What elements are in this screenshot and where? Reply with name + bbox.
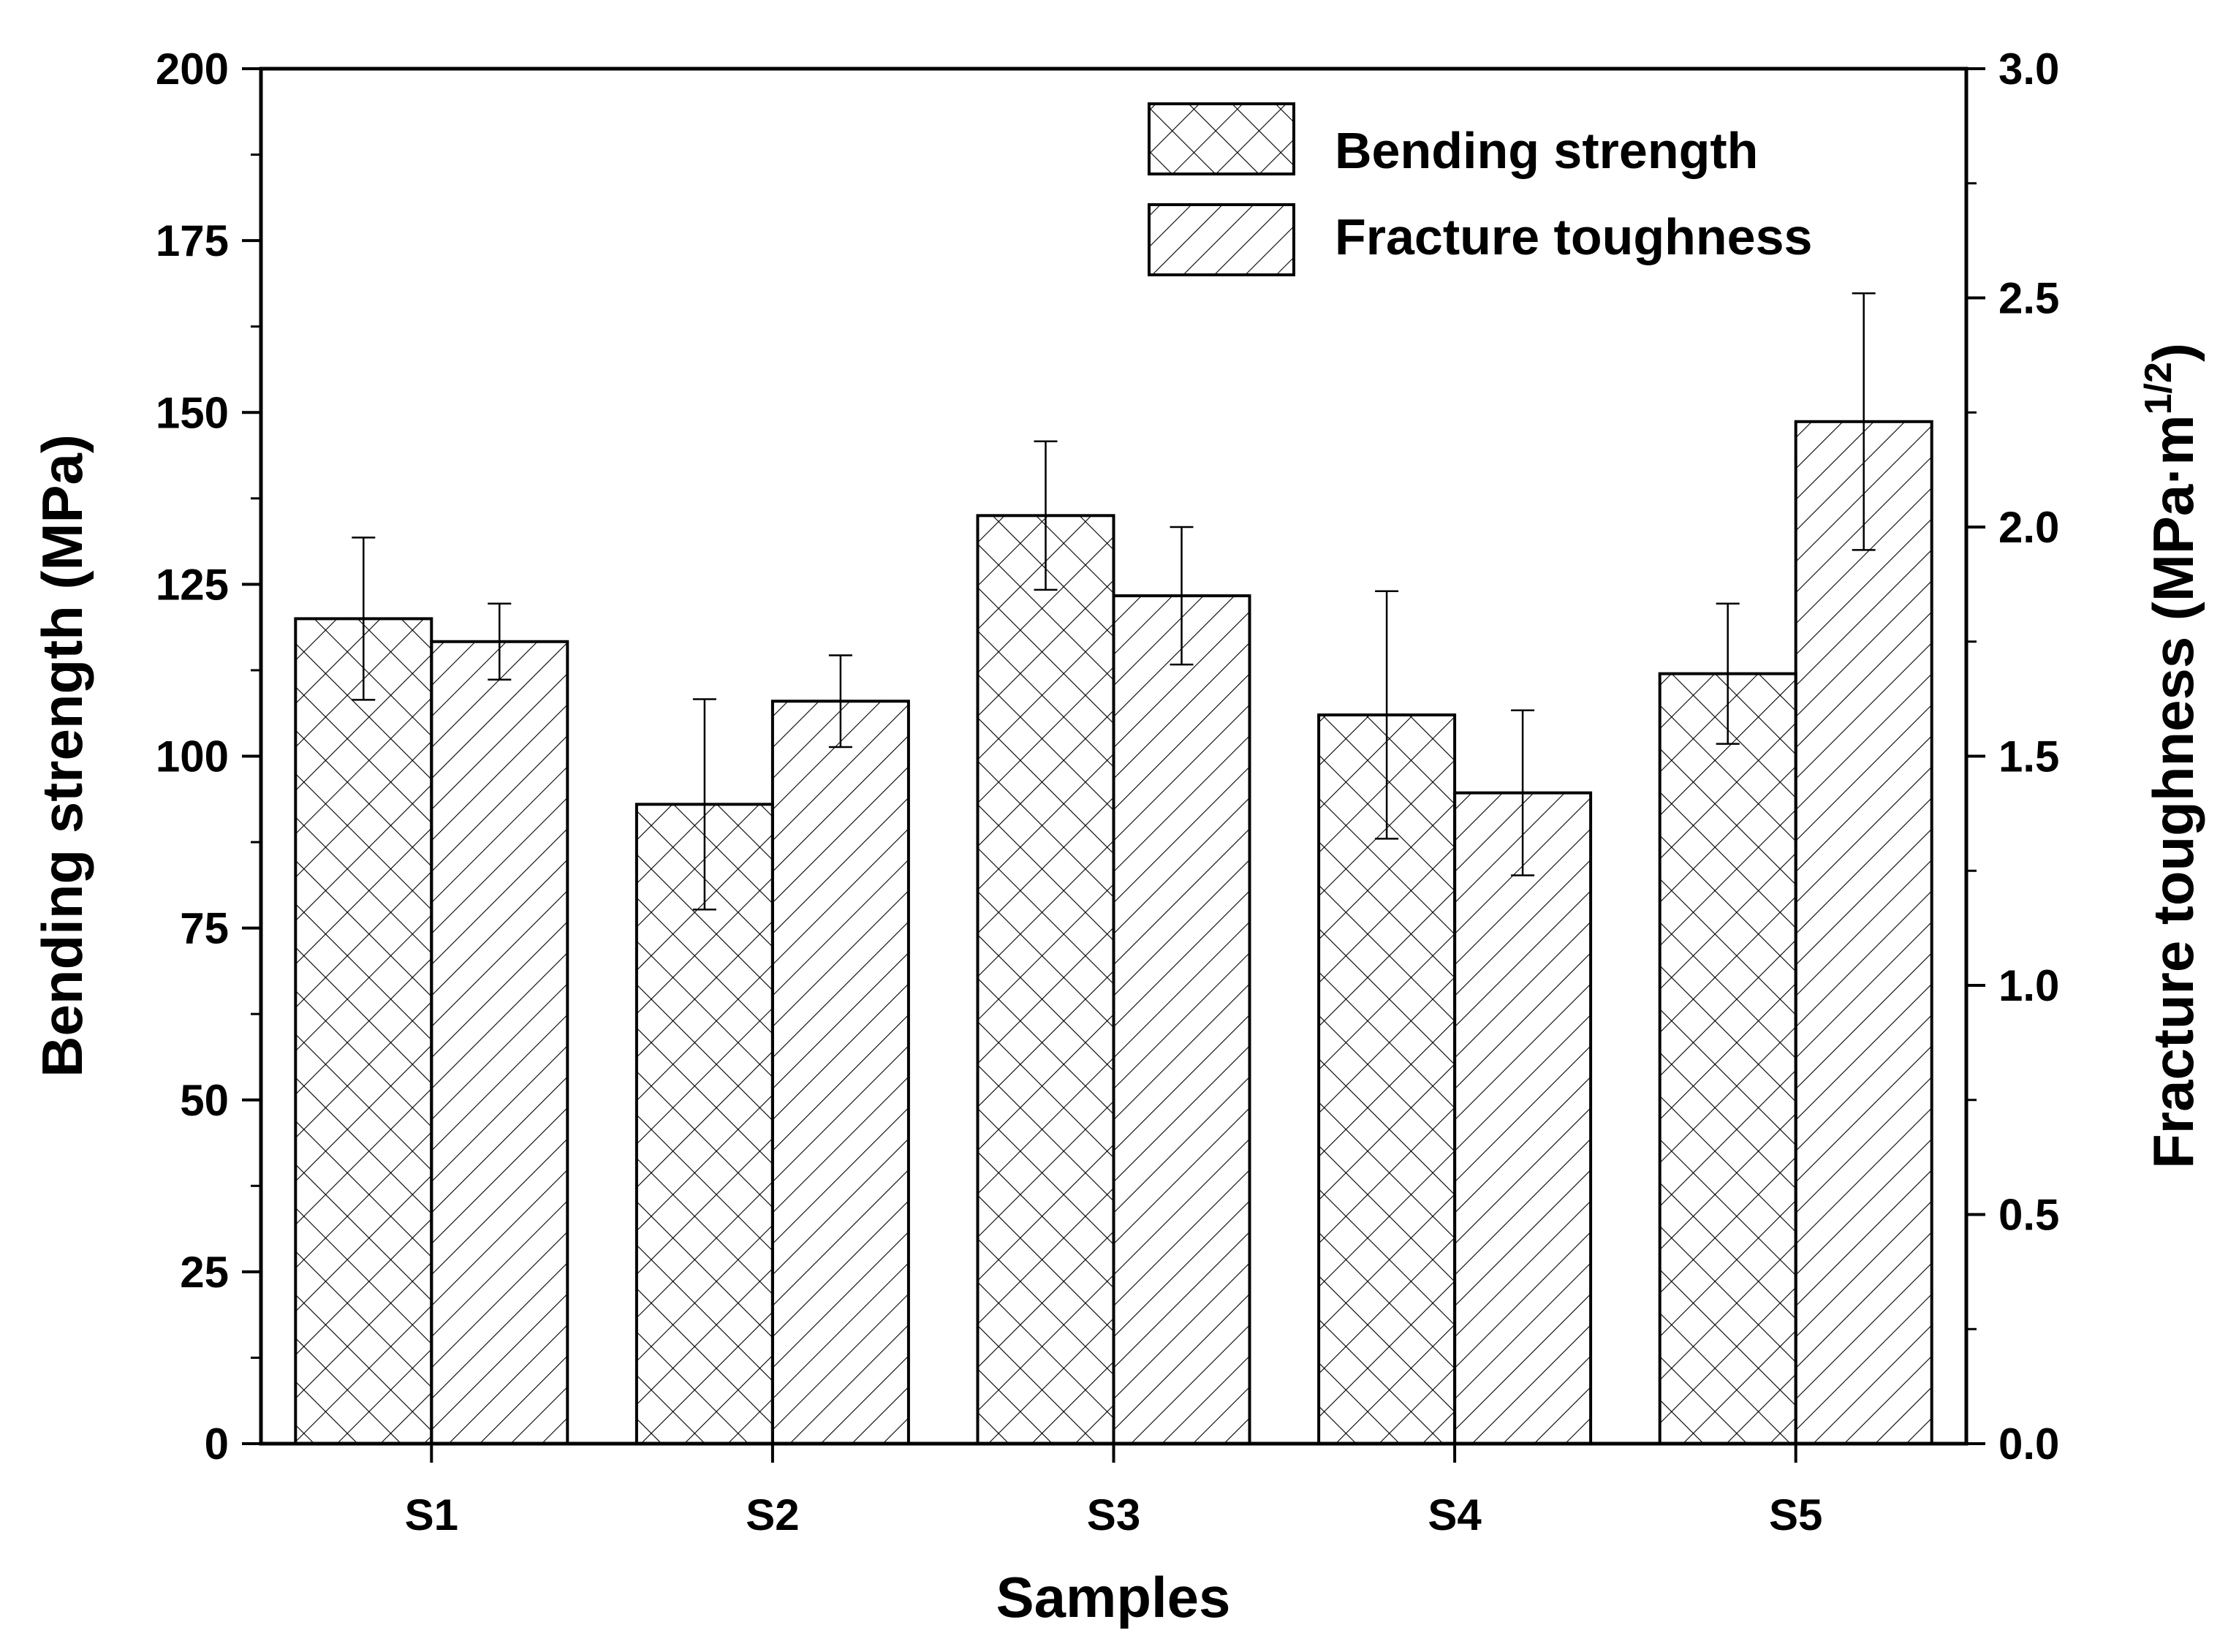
right-axis-title: Fracture toughness (MPa·m1/2) [2137, 343, 2205, 1169]
left-tick-label: 125 [156, 560, 229, 609]
right-tick-label: 0.5 [1998, 1191, 2059, 1240]
error-bars-layer [352, 292, 1876, 911]
left-tick-label: 175 [156, 216, 229, 265]
ticks-layer [242, 67, 1985, 1463]
right-tick-label: 2.5 [1998, 274, 2059, 323]
error-bar-fracture-toughness-s3 [1170, 526, 1194, 666]
x-tick-label-s4: S4 [1428, 1490, 1482, 1539]
right-tick-label: 1.0 [1998, 961, 2059, 1010]
error-bar-fracture-toughness-s4 [1511, 709, 1535, 876]
error-bar-bending-strength-s1 [352, 537, 376, 701]
error-bar-bending-strength-s5 [1716, 602, 1740, 745]
error-bar-bending-strength-s4 [1375, 590, 1399, 840]
left-tick-label: 0 [205, 1420, 229, 1469]
tick-labels-layer: S1 S2 S3 S4 S5 0 25 50 75 100 125 150 175 200 0.0 0.5 1.… [156, 45, 2060, 1539]
left-axis-title: Bending strength (MPa) [30, 434, 94, 1077]
x-tick-label-s3: S3 [1087, 1490, 1140, 1539]
bar-fracture-toughness-s1 [430, 640, 569, 1445]
error-bar-fracture-toughness-s5 [1852, 292, 1876, 551]
bar-bending-strength-s3 [976, 514, 1115, 1446]
bars-layer [294, 420, 1933, 1446]
bar-fracture-toughness-s5 [1794, 420, 1933, 1445]
left-tick-label: 100 [156, 732, 229, 781]
x-axis-title: Samples [996, 1565, 1231, 1629]
bar-bending-strength-s1 [294, 617, 433, 1445]
right-axis-title-close: ) [2141, 343, 2205, 362]
bar-fracture-toughness-s3 [1112, 594, 1251, 1445]
x-tick-label-s1: S1 [405, 1490, 458, 1539]
error-bar-bending-strength-s3 [1034, 440, 1058, 591]
bar-fracture-toughness-s4 [1453, 791, 1593, 1446]
error-bar-fracture-toughness-s2 [828, 654, 852, 749]
left-tick-label: 75 [180, 904, 229, 953]
right-tick-label: 3.0 [1998, 45, 2059, 94]
error-bar-bending-strength-s2 [692, 698, 716, 911]
left-tick-label: 25 [180, 1248, 229, 1297]
legend-swatch-fracture-toughness [1148, 203, 1295, 276]
right-tick-label: 0.0 [1998, 1420, 2059, 1469]
right-axis-title-main: Fracture toughness (MPa·m [2141, 414, 2205, 1168]
legend-label-fracture-toughness: Fracture toughness [1335, 208, 1812, 265]
bar-fracture-toughness-s2 [770, 700, 910, 1445]
legend-label-bending-strength: Bending strength [1335, 122, 1758, 179]
x-tick-label-s2: S2 [746, 1490, 799, 1539]
right-tick-label: 2.0 [1998, 503, 2059, 552]
bar-bending-strength-s2 [634, 803, 774, 1445]
legend: Bending strength Fracture toughness [1148, 102, 1812, 276]
right-tick-label: 1.5 [1998, 732, 2059, 781]
bar-bending-strength-s5 [1658, 672, 1797, 1445]
right-axis-title-superscript: 1/2 [2137, 362, 2180, 414]
legend-swatch-bending-strength [1148, 102, 1295, 175]
error-bar-fracture-toughness-s1 [488, 602, 512, 681]
left-tick-label: 150 [156, 388, 229, 437]
x-tick-label-s5: S5 [1769, 1490, 1822, 1539]
left-tick-label: 200 [156, 45, 229, 94]
left-tick-label: 50 [180, 1076, 229, 1125]
